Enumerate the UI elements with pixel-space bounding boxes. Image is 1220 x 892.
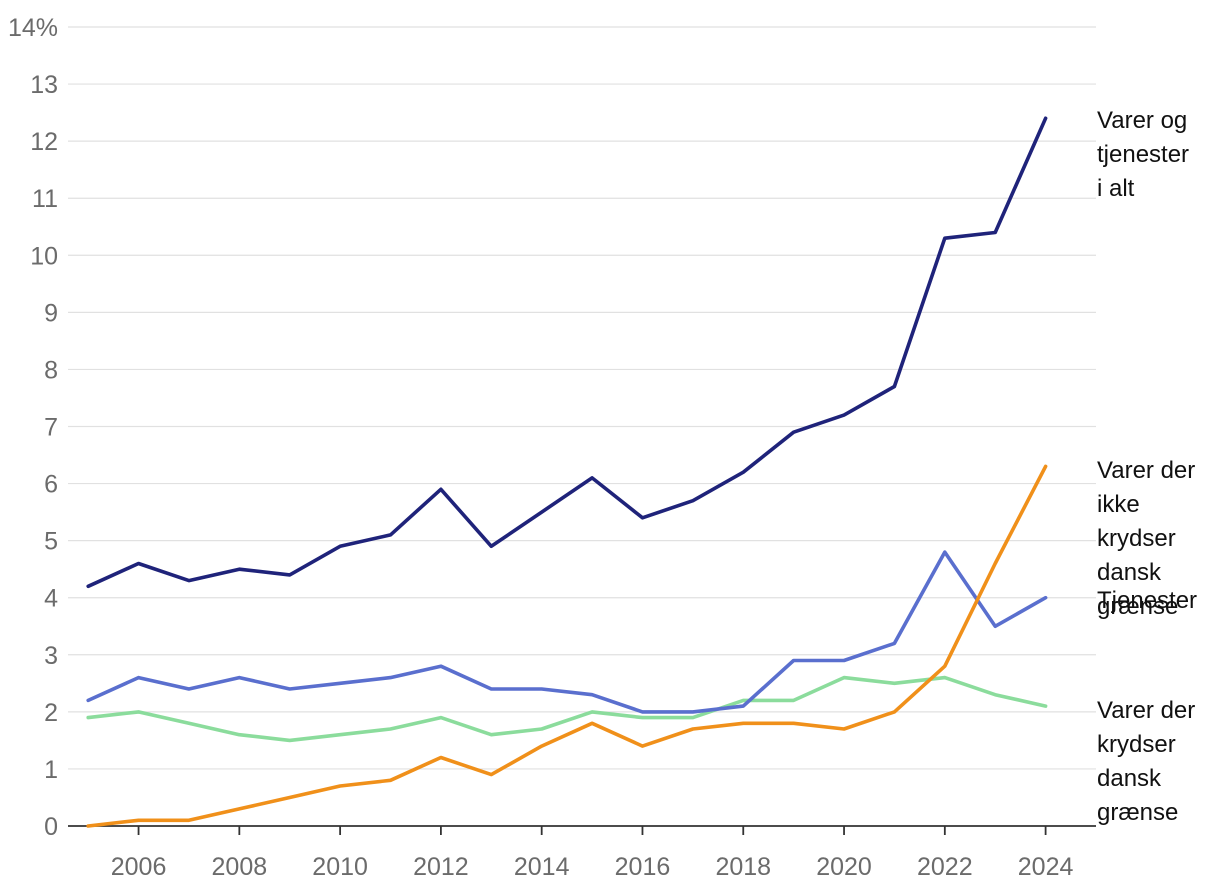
x-tick-label: 2016 [615,853,671,881]
x-tick-label: 2012 [413,853,469,881]
y-tick-label: 2 [44,699,58,727]
series-label-line: krydser [1097,525,1176,552]
series-lines [86,116,1048,828]
y-tick-label: 0 [44,813,58,841]
y-tick-label: 13 [30,71,58,99]
series-label-4: Varer der krydser dansk grænse [1097,697,1195,826]
x-axis-tick-labels: 2006 2008 2010 2012 2014 2016 2018 2020 2022 2024 [111,853,1074,881]
series-label-line: Varer der [1097,457,1195,484]
y-tick-label: 10 [30,242,58,270]
y-tick-label: 3 [44,642,58,670]
series-label-line: grænse [1097,593,1178,620]
y-tick-label: 7 [44,414,58,442]
series-label-2: Varer der ikke krydser dansk grænse [1097,457,1195,620]
series-line-2 [86,464,1048,828]
y-tick-label: 4 [44,585,58,613]
series-label-line: Tjenester [1097,587,1197,614]
series-label-line: Varer og [1097,107,1187,134]
series-label-line: dansk [1097,559,1162,586]
series-label-line: krydser [1097,731,1176,758]
y-tick-label: 11 [32,185,58,213]
x-tick-label: 2018 [715,853,771,881]
x-tick-label: 2014 [514,853,570,881]
y-tick-label: 8 [44,356,58,384]
x-tick-label: 2010 [312,853,368,881]
series-label-line: i alt [1097,175,1135,202]
x-tick-label: 2022 [917,853,973,881]
x-axis [68,825,1096,835]
x-tick-label: 2020 [816,853,872,881]
gridlines [68,26,1096,770]
series-label-line: dansk [1097,765,1162,792]
series-line-1 [86,116,1048,589]
y-tick-label: 9 [44,299,58,327]
y-tick-label: 12 [30,128,58,156]
y-tick-label: 14% [8,14,58,42]
series-label-line: Varer der [1097,697,1195,724]
series-label-line: grænse [1097,799,1178,826]
x-tick-label: 2008 [212,853,268,881]
series-line-3 [86,550,1048,714]
series-line-4 [86,675,1048,743]
x-tick-label: 2006 [111,853,167,881]
series-label-3: Tjenester [1097,587,1197,614]
series-label-1: Varer og tjenester i alt [1097,107,1189,202]
series-labels: Varer og tjenester i alt Varer der ikke kryds… [1097,107,1197,826]
series-label-line: ikke [1097,491,1140,518]
y-tick-label: 1 [44,756,58,784]
y-tick-label: 6 [44,471,58,499]
series-label-line: tjenester [1097,141,1189,168]
x-tick-label: 2024 [1018,853,1074,881]
y-tick-label: 5 [44,528,58,556]
